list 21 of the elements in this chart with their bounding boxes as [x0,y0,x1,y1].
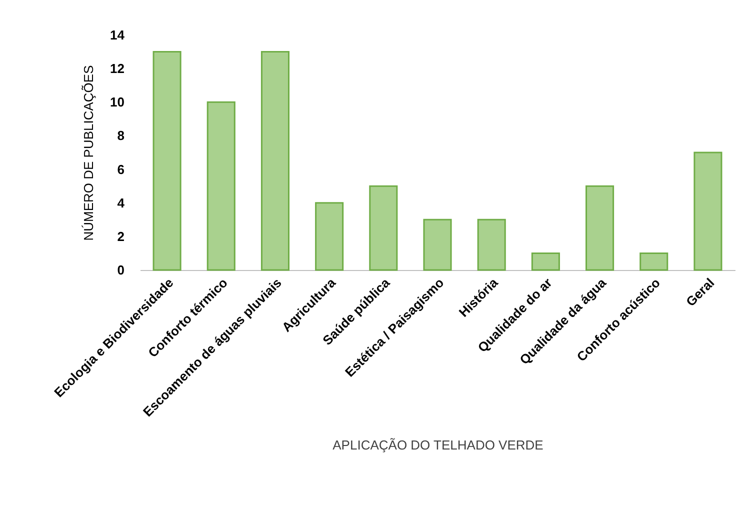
bar [477,218,506,271]
bar [423,218,452,271]
bar [369,185,398,271]
y-tick-label: 14 [110,28,126,42]
bar [586,185,614,271]
bar [640,252,668,271]
bar [694,152,722,271]
x-axis-title: APLICAÇÃO DO TELHADO VERDE [332,438,544,453]
y-tick-label: 4 [117,195,126,210]
bar [260,51,290,271]
y-axis-title: NÚMERO DE PUBLICAÇÕES [81,64,96,241]
bar [206,101,236,271]
bar [315,202,344,271]
y-tick-label: 0 [117,262,124,278]
y-tick-label: 2 [117,228,124,244]
bar [152,51,182,271]
y-tick-label: 12 [110,61,124,76]
y-tick-label: 6 [117,162,124,177]
y-tick-label: 8 [117,128,124,144]
bar [531,252,560,271]
y-tick-label: 10 [110,94,124,110]
